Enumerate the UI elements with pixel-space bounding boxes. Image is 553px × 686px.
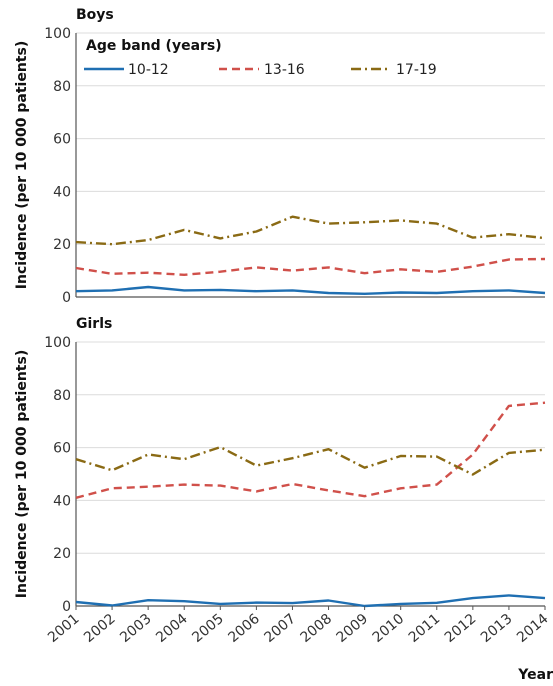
series-group [75, 215, 546, 295]
y-tick-label: 100 [44, 335, 71, 351]
legend-label-13-16: 13-16 [264, 62, 305, 78]
y-tick-label: 40 [53, 493, 71, 509]
panel-title: Boys [76, 7, 114, 23]
y-tick-label: 0 [62, 599, 71, 615]
series-line-13-16 [75, 401, 546, 499]
plot-area [76, 342, 545, 606]
y-tick-label: 20 [53, 546, 71, 562]
y-tick-label: 100 [44, 26, 71, 42]
panel-title: Girls [76, 316, 112, 332]
y-axis-label: Incidence (per 10 000 patients) [14, 350, 30, 598]
legend: Age band (years) 10-12 13-16 17-19 [84, 38, 437, 78]
chart-panel-boys: 0 20 40 60 80 100 Boys Incidence (per 10 000 pa… [14, 7, 546, 306]
y-axis-label: Incidence (per 10 000 patients) [14, 41, 30, 289]
series-line-17-19 [75, 445, 546, 476]
y-tick-label: 40 [53, 184, 71, 200]
legend-title: Age band (years) [86, 38, 222, 54]
y-tick-labels: 0 20 40 60 80 100 [44, 26, 71, 306]
legend-label-10-12: 10-12 [128, 62, 169, 78]
y-tick-label: 0 [62, 290, 71, 306]
series-group [75, 401, 546, 608]
y-tick-label: 60 [53, 441, 71, 457]
gridlines [76, 341, 545, 607]
plot-area [76, 33, 545, 297]
y-tick-labels: 0 20 40 60 80 100 [44, 335, 71, 615]
x-axis-label: Year [517, 667, 553, 683]
chart-panel-girls: 0 20 40 60 80 100 Girls Incidence (per 10 000 p… [14, 316, 553, 683]
legend-label-17-19: 17-19 [396, 62, 437, 78]
series-line-10-12 [75, 594, 546, 608]
y-tick-label: 80 [53, 388, 71, 404]
gridlines [76, 32, 545, 298]
y-tick-label: 20 [53, 237, 71, 253]
series-line-10-12 [75, 285, 546, 295]
y-tick-label: 80 [53, 79, 71, 95]
y-tick-label: 60 [53, 132, 71, 148]
series-line-17-19 [75, 215, 546, 246]
series-line-13-16 [75, 257, 546, 276]
